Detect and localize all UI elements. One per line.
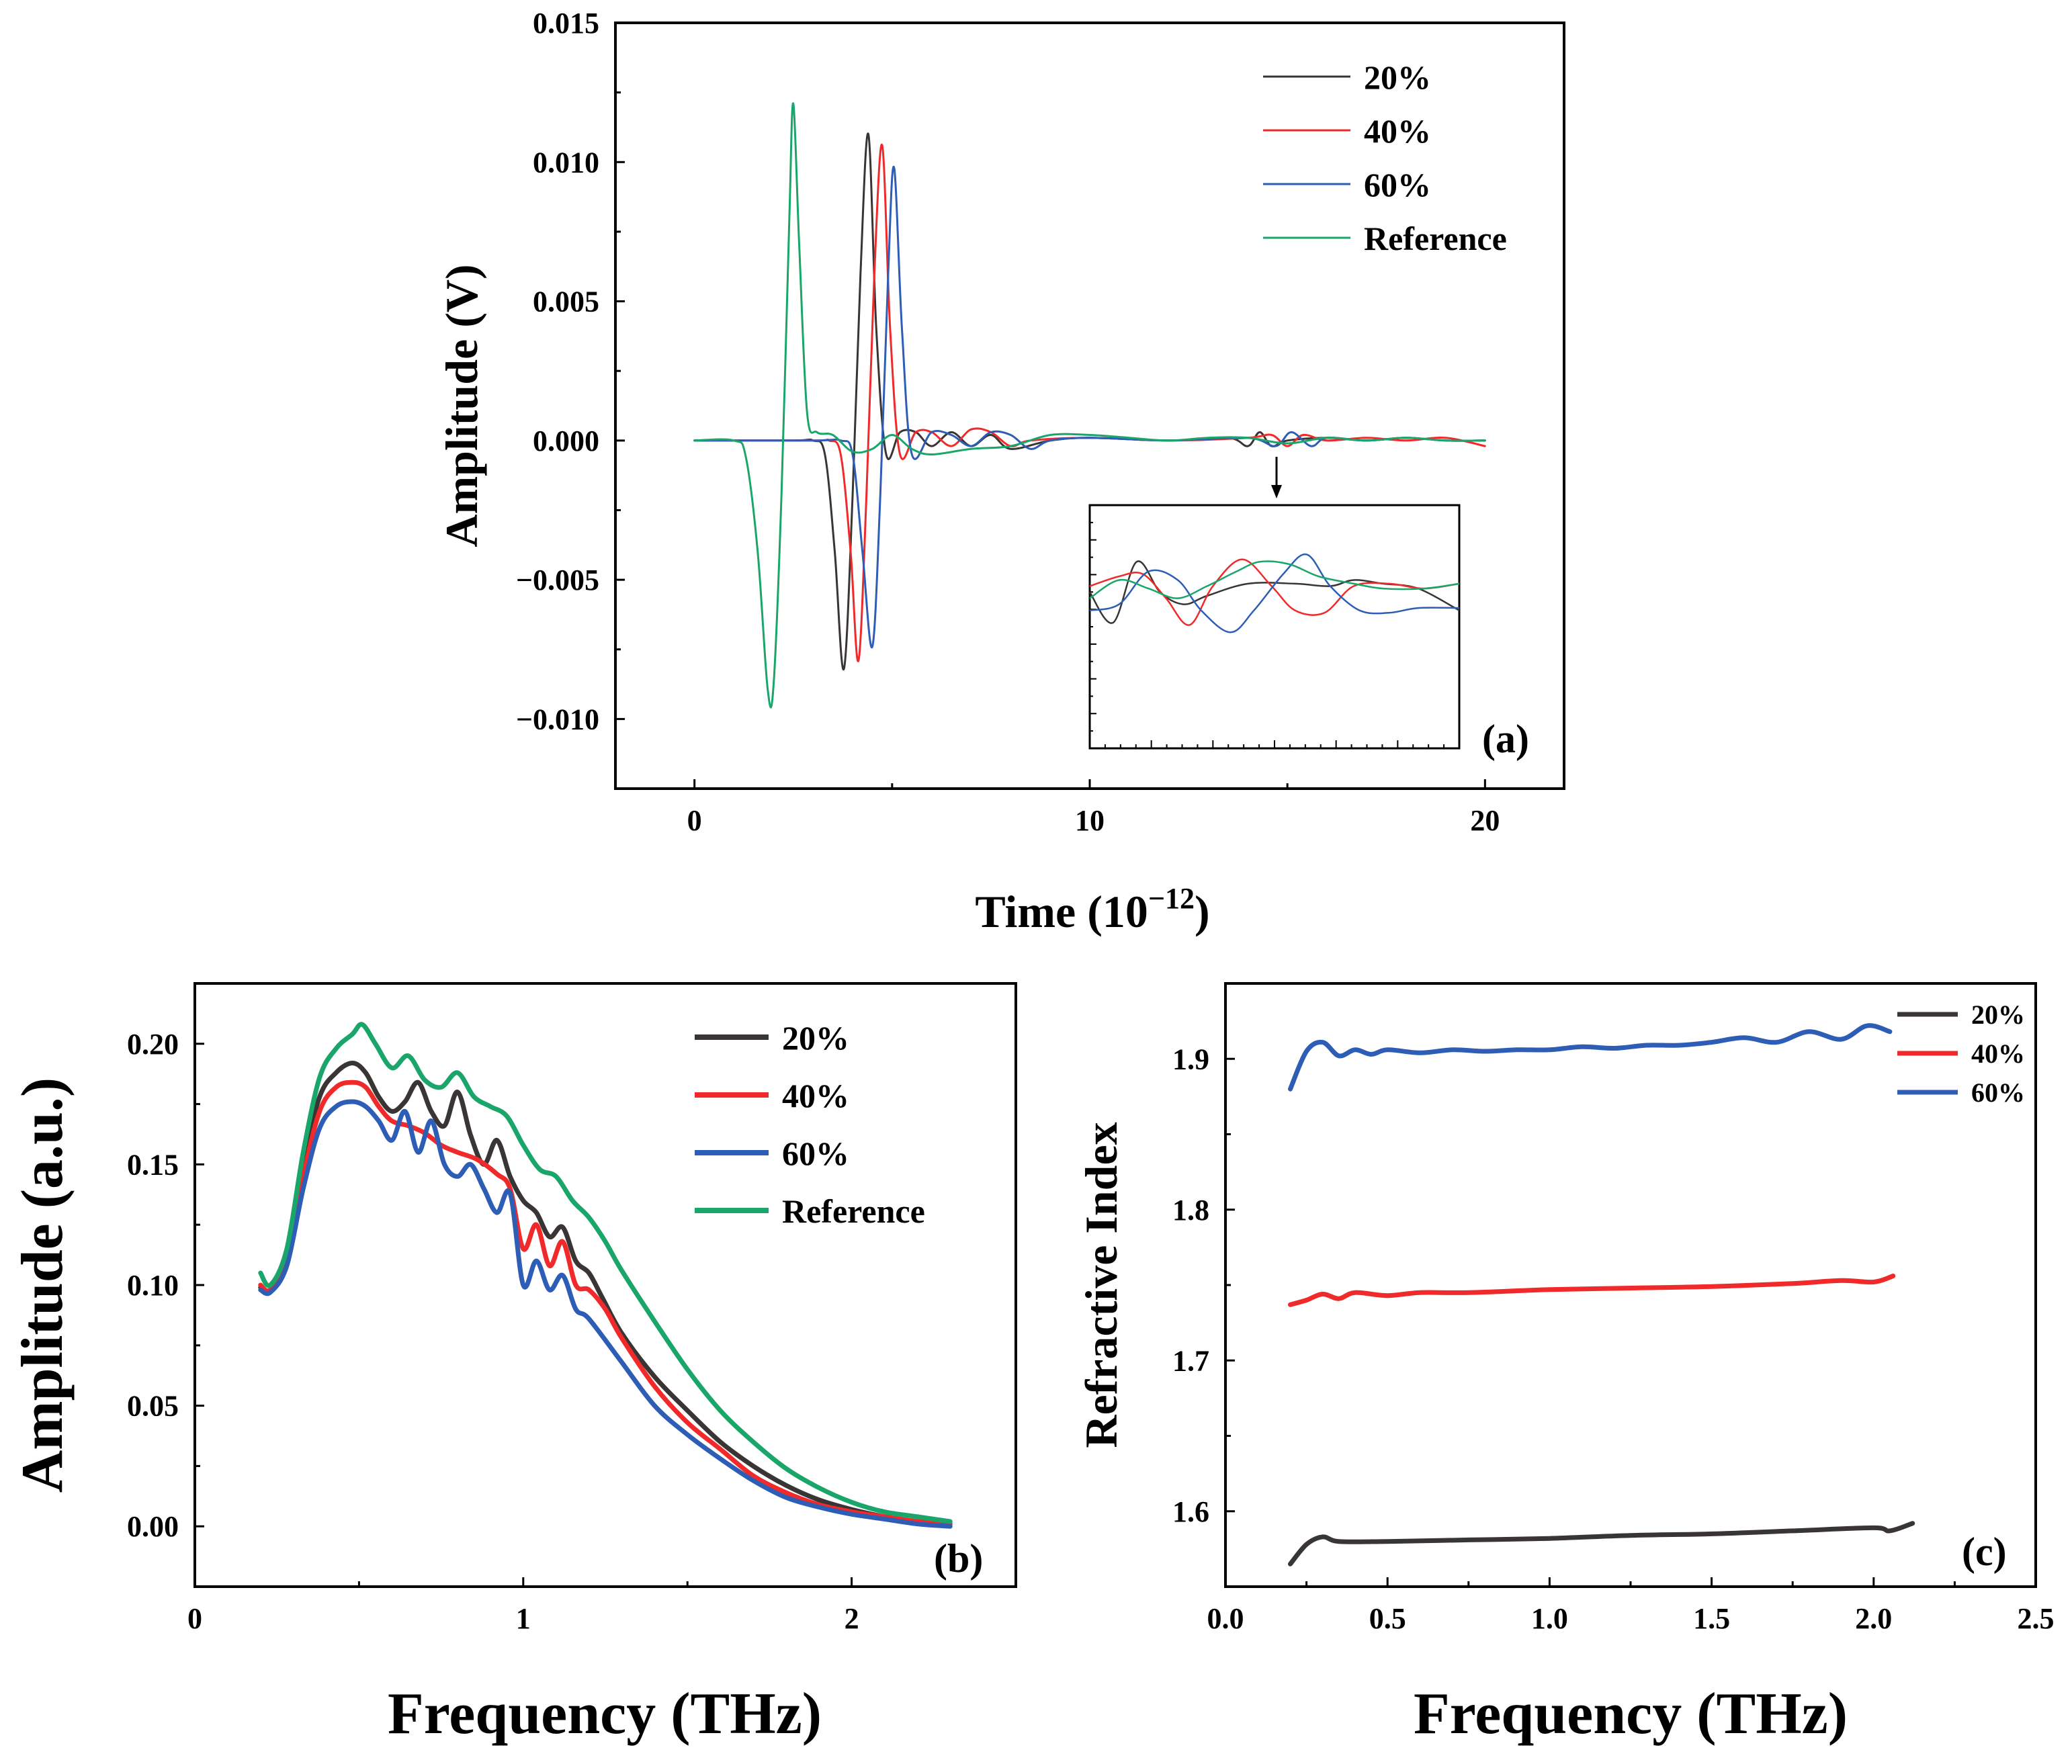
panel-c-ytick-label: 1.7 xyxy=(1172,1344,1209,1377)
panel-a-series-reference xyxy=(693,102,1486,709)
panel-c-series-40pct xyxy=(1288,1274,1896,1307)
panel-b-series-60pct xyxy=(258,1099,953,1529)
panel-a-xtick-label: 0 xyxy=(687,804,702,837)
panel-c-label: (c) xyxy=(1962,1530,2007,1574)
panel-a-xtick-label: 20 xyxy=(1470,804,1500,837)
panel-c-xtick-label: 0.0 xyxy=(1207,1602,1244,1635)
panel-b-series xyxy=(258,1022,953,1529)
panel-c-xtick-label: 1.0 xyxy=(1531,1602,1568,1635)
panel-c-series-20pct xyxy=(1288,1521,1915,1567)
panel-b-frequency-amplitude: 0 1 2 0.00 0.05 0.10 0.15 0.20 20% 40% 60% Referen… xyxy=(10,982,1017,1747)
inset-ticks xyxy=(1090,521,1445,748)
panel-a-time-domain: 0 10 20 −0.010 −0.005 0.000 0.005 0.010 0.015 20… xyxy=(436,7,1565,937)
panel-b-ytick-label: 0.05 xyxy=(127,1390,179,1423)
panel-c-ylabel: Refractive Index xyxy=(1076,1122,1127,1448)
panel-b-ytick-label: 0.10 xyxy=(127,1269,179,1302)
panel-c-legend-label: 40% xyxy=(1971,1039,2025,1069)
panel-c-xlabel: Frequency (THz) xyxy=(1414,1681,1848,1747)
panel-b-xtick-label: 0 xyxy=(187,1602,202,1635)
panel-c-refractive-index: 0.0 0.5 1.0 1.5 2.0 2.5 1.6 1.7 1.8 1.9 20% 40% 60%… xyxy=(1076,982,2055,1747)
panel-b-plot-frame xyxy=(193,982,1017,1588)
panel-a-ytick-label: 0.015 xyxy=(533,7,599,40)
panel-c-ytick-label: 1.8 xyxy=(1172,1194,1209,1227)
panel-a-legend-label: 60% xyxy=(1364,166,1431,204)
panel-a-xlabel-text: Time (10 xyxy=(975,886,1148,937)
panel-b-series-40pct xyxy=(258,1079,953,1527)
panel-b-ytick-label: 0.15 xyxy=(127,1148,179,1181)
panel-a-ytick-label: 0.010 xyxy=(533,146,599,179)
panel-c-xtick-label: 2.5 xyxy=(2018,1602,2055,1635)
panel-b-legend-label: 60% xyxy=(782,1135,849,1172)
inset-series-ref xyxy=(1089,560,1460,599)
panel-a-ytick-label: −0.010 xyxy=(516,703,599,736)
panel-a-xlabel: Time (10−12) xyxy=(975,882,1209,937)
panel-a-series xyxy=(693,102,1486,709)
panel-a-ylabel: Amplitude (V) xyxy=(436,264,487,547)
panel-a-xlabel-sup: −12 xyxy=(1148,882,1195,915)
inset-pointer-arrow-head xyxy=(1271,485,1282,498)
panel-b-ticks: 0 1 2 0.00 0.05 0.10 0.15 0.20 xyxy=(127,1028,859,1635)
inset-series xyxy=(1088,553,1460,633)
panel-c-plot-frame xyxy=(1224,982,2037,1588)
panel-c-xtick-label: 2.0 xyxy=(1855,1602,1892,1635)
panel-a-series-40pct xyxy=(693,143,1486,662)
panel-a-inset-zoom xyxy=(1088,457,1461,750)
panel-a-legend: 20% 40% 60% Reference xyxy=(1263,58,1507,257)
panel-b-series-reference xyxy=(258,1022,953,1524)
panel-c-legend-label: 20% xyxy=(1971,1000,2025,1030)
panel-a-ytick-label: −0.005 xyxy=(516,564,599,597)
panel-b-label: (b) xyxy=(934,1536,983,1581)
panel-c-xtick-label: 0.5 xyxy=(1369,1602,1406,1635)
panel-c-legend: 20% 40% 60% xyxy=(1897,1000,2025,1108)
panel-a-legend-label: 40% xyxy=(1364,112,1431,150)
panel-a-ytick-label: 0.005 xyxy=(533,285,599,318)
panel-a-xlabel-close: ) xyxy=(1195,886,1210,937)
panel-a-ytick-label: 0.000 xyxy=(533,425,599,457)
panel-a-legend-label: 20% xyxy=(1364,58,1431,96)
panel-a-legend-label: Reference xyxy=(1364,220,1507,257)
panel-a-xtick-label: 10 xyxy=(1075,804,1105,837)
panel-b-xlabel: Frequency (THz) xyxy=(388,1681,822,1747)
panel-b-legend-label: 40% xyxy=(782,1077,849,1114)
panel-b-legend-label: 20% xyxy=(782,1019,849,1057)
panel-b-xtick-label: 1 xyxy=(516,1602,531,1635)
inset-series-c60 xyxy=(1089,553,1460,633)
panel-c-xtick-label: 1.5 xyxy=(1693,1602,1730,1635)
panel-c-ytick-label: 1.6 xyxy=(1172,1495,1209,1528)
inset-frame xyxy=(1088,504,1461,750)
panel-a-ticks: 0 10 20 −0.010 −0.005 0.000 0.005 0.010 0.015 xyxy=(516,7,1500,837)
panel-c-series-60pct xyxy=(1288,1023,1893,1092)
panel-c-ytick-label: 1.9 xyxy=(1172,1043,1209,1075)
panel-a-label: (a) xyxy=(1482,717,1529,761)
inset-series-c40 xyxy=(1089,558,1460,626)
panel-b-legend: 20% 40% 60% Reference xyxy=(695,1019,925,1230)
panel-c-legend-label: 60% xyxy=(1971,1077,2025,1108)
panel-c-ticks: 0.0 0.5 1.0 1.5 2.0 2.5 1.6 1.7 1.8 1.9 xyxy=(1172,1043,2055,1635)
panel-b-series-20pct xyxy=(258,1061,953,1527)
panel-a-series-60pct xyxy=(693,165,1486,649)
panel-c-series xyxy=(1288,1023,1915,1567)
panel-b-ylabel: Amplitude (a.u.) xyxy=(10,1077,75,1493)
panel-b-ytick-label: 0.20 xyxy=(127,1028,179,1061)
panel-b-ytick-label: 0.00 xyxy=(127,1510,179,1543)
panel-b-legend-label: Reference xyxy=(782,1192,925,1230)
panel-b-xtick-label: 2 xyxy=(845,1602,859,1635)
